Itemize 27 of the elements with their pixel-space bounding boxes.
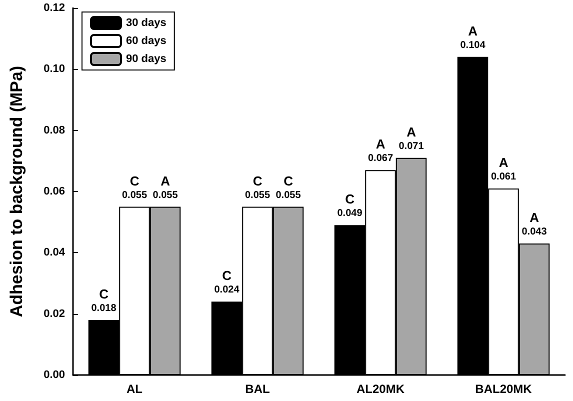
y-tick-label: 0.00 [44, 369, 65, 381]
legend-label: 90 days [126, 53, 166, 65]
data-label: C 0.018 [91, 286, 117, 314]
data-label: C 0.024 [214, 268, 240, 296]
y-tick-label: 0.08 [44, 124, 65, 136]
data-label: A 0.061 [490, 154, 516, 182]
legend-label: 60 days [126, 35, 166, 47]
y-tick-label: 0.10 [44, 63, 65, 76]
x-tick-label: AL20MK [356, 382, 405, 396]
data-label: A 0.067 [368, 136, 394, 164]
legend-label: 30 days [126, 17, 166, 29]
data-label: A 0.055 [152, 173, 178, 201]
data-label: C 0.049 [337, 192, 363, 220]
data-label: C 0.055 [244, 173, 270, 201]
x-tick-label: BAL [245, 382, 270, 396]
data-label: C 0.055 [276, 173, 302, 201]
data-label: A 0.043 [522, 210, 548, 238]
data-label: C 0.055 [122, 173, 148, 201]
data-label: A 0.071 [398, 124, 424, 152]
x-tick-label: BAL20MK [475, 382, 532, 396]
data-label: A 0.104 [460, 23, 486, 51]
y-tick-label: 0.12 [44, 2, 65, 14]
y-tick-label: 0.06 [44, 186, 65, 198]
y-axis-title: Adhesion to background (MPa) [7, 66, 26, 318]
y-tick-label: 0.04 [44, 246, 66, 259]
x-tick-label: AL [126, 382, 142, 396]
y-tick-label: 0.02 [44, 308, 65, 320]
